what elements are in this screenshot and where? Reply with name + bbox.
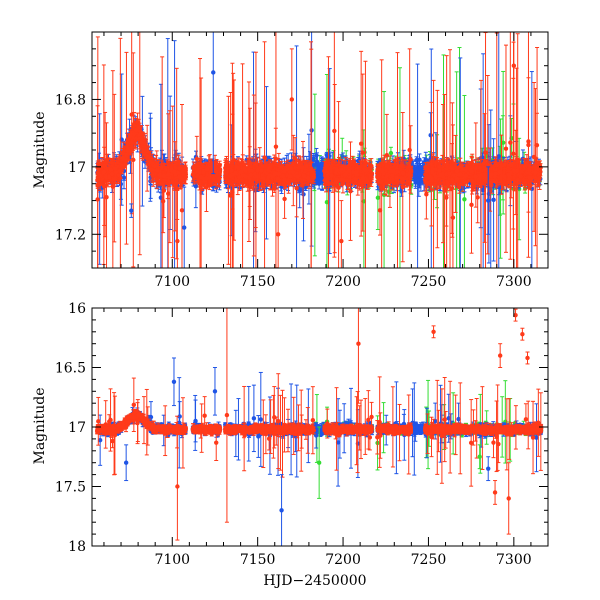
data-point-red bbox=[450, 124, 456, 268]
outlier-point-red bbox=[339, 200, 344, 268]
data-point-blue bbox=[256, 415, 261, 458]
x-tick-label: 7200 bbox=[325, 274, 361, 290]
data-point-blue bbox=[428, 112, 433, 159]
outlier-point-red bbox=[289, 48, 295, 151]
y-tick-label: 16.8 bbox=[55, 92, 86, 108]
data-point-red bbox=[336, 101, 341, 268]
outlier-point-blue bbox=[182, 186, 187, 268]
top-panel: 7100 7150 7200 7250 7300 16.8 17 17.2 bbox=[55, 31, 549, 290]
data-point-blue bbox=[316, 427, 321, 432]
y-tick-label: 17.2 bbox=[55, 227, 86, 243]
data-point-blue bbox=[251, 384, 257, 453]
data-point-green bbox=[462, 94, 467, 268]
x-tick-label: 7300 bbox=[496, 274, 532, 290]
plot-area-bottom bbox=[94, 308, 544, 546]
data-point-red bbox=[400, 112, 405, 263]
data-point-blue bbox=[258, 371, 264, 467]
x-tick-label: 7250 bbox=[411, 274, 447, 290]
x-tick-label: 7150 bbox=[240, 274, 276, 290]
outlier-point-blue bbox=[211, 32, 216, 175]
outlier-point-red bbox=[407, 48, 412, 252]
y-tick-label: 17 bbox=[68, 160, 86, 176]
data-point-red bbox=[511, 77, 516, 230]
data-point-red bbox=[503, 44, 509, 253]
x-tick-label: 7100 bbox=[154, 274, 190, 290]
data-point-red bbox=[526, 77, 531, 213]
data-point-red bbox=[395, 52, 400, 268]
data-point-red bbox=[508, 32, 513, 260]
data-point-blue bbox=[193, 399, 198, 443]
plot-area-top bbox=[95, 32, 543, 268]
data-point-red bbox=[483, 32, 488, 268]
